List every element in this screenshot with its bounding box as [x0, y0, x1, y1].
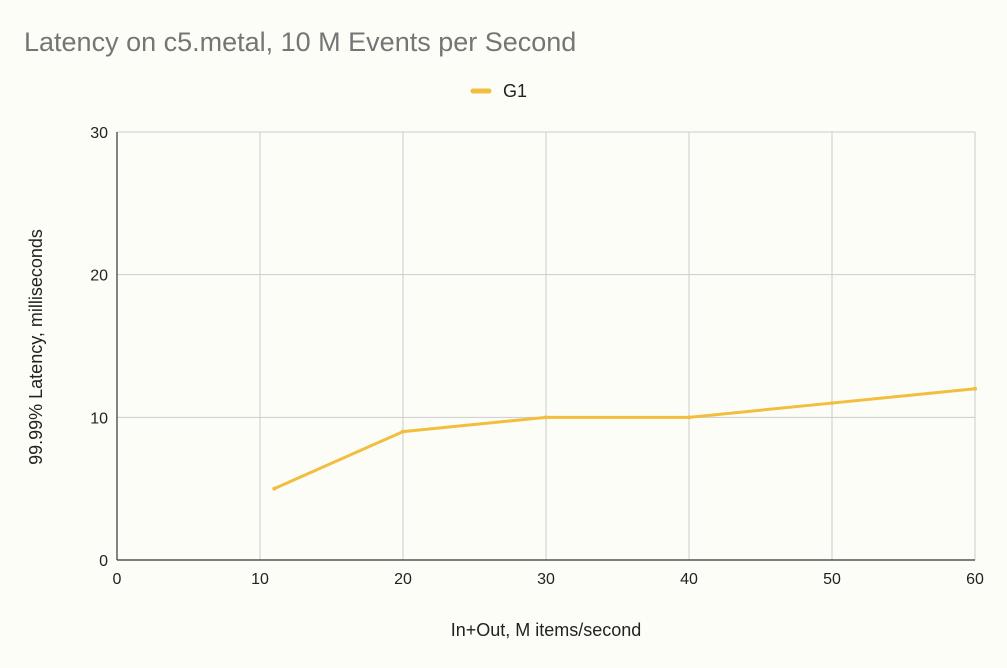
y-tick-label-20: 20 — [90, 268, 108, 285]
tick-labels: 0 10 20 30 40 50 60 0 10 20 30 — [90, 125, 984, 588]
data-point-g1-5 — [973, 386, 977, 391]
x-tick-label-50: 50 — [823, 571, 841, 588]
series-line-g1 — [272, 387, 977, 491]
axes — [116, 132, 975, 561]
y-tick-label-0: 0 — [99, 553, 108, 570]
grid — [117, 131, 976, 560]
data-point-g1-3 — [687, 415, 691, 420]
data-point-g1-1 — [401, 429, 405, 434]
chart-title: Latency on c5.metal, 10 M Events per Sec… — [24, 27, 576, 57]
y-tick-label-30: 30 — [90, 125, 108, 142]
x-tick-label-40: 40 — [680, 571, 698, 588]
data-point-g1-4 — [830, 401, 834, 406]
y-tick-label-10: 10 — [90, 410, 108, 427]
data-point-g1-2 — [544, 415, 548, 420]
data-point-g1-0 — [272, 486, 277, 491]
x-tick-label-0: 0 — [113, 571, 122, 588]
x-tick-label-10: 10 — [251, 571, 269, 588]
x-tick-label-20: 20 — [394, 571, 412, 588]
x-tick-label-60: 60 — [966, 571, 984, 588]
y-axis-title: 99.99% Latency, milliseconds — [26, 229, 46, 465]
x-tick-label-30: 30 — [537, 571, 555, 588]
legend-label-g1: G1 — [503, 81, 527, 101]
x-axis-title: In+Out, M items/second — [451, 620, 642, 640]
series-layer — [272, 386, 977, 491]
legend: G1 — [470, 81, 527, 101]
